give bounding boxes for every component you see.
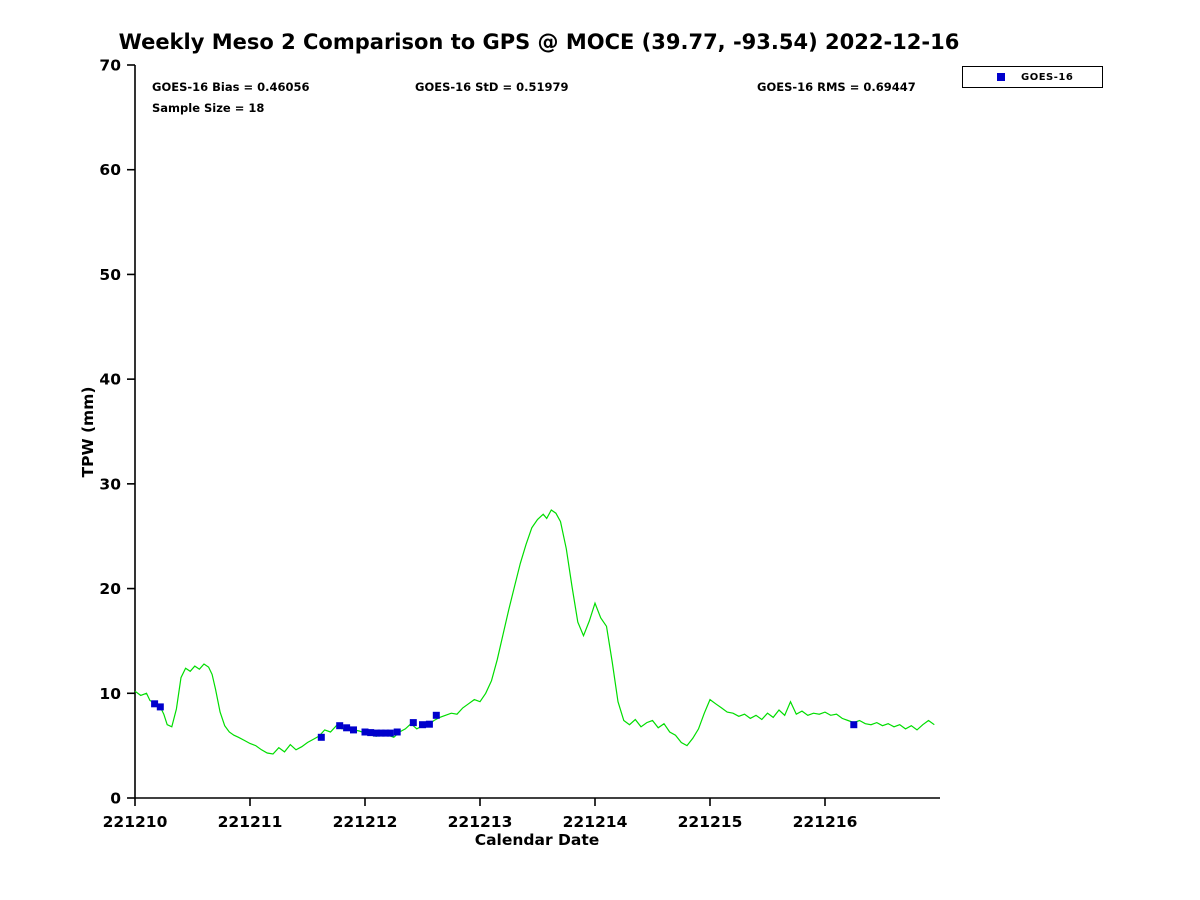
x-tick-label: 221216: [793, 813, 858, 831]
goes16-scatter-point: [350, 726, 357, 734]
legend: GOES-16: [962, 66, 1103, 88]
goes16-scatter-point: [343, 724, 351, 732]
goes16-scatter-point: [386, 729, 394, 737]
x-tick-label: 221213: [448, 813, 513, 831]
goes16-scatter-point: [419, 721, 426, 729]
goes16-scatter-point: [393, 728, 401, 736]
y-tick-label: 40: [99, 371, 121, 389]
y-tick-label: 0: [110, 790, 121, 808]
stat-rms: GOES-16 RMS = 0.69447: [757, 80, 916, 94]
y-tick-label: 70: [99, 57, 121, 75]
x-tick-label: 221210: [103, 813, 168, 831]
goes16-scatter-point: [373, 729, 380, 737]
goes16-scatter-point: [409, 719, 417, 727]
goes16-scatter-point: [367, 729, 375, 737]
stat-bias: GOES-16 Bias = 0.46056: [152, 80, 310, 94]
y-tick-label: 20: [99, 580, 121, 598]
goes16-scatter-point: [425, 720, 433, 728]
goes16-scatter-point: [382, 729, 390, 737]
stat-std: GOES-16 StD = 0.51979: [415, 80, 569, 94]
y-tick-label: 10: [99, 685, 121, 703]
legend-label-goes16: GOES-16: [1021, 71, 1074, 83]
goes16-scatter-point: [317, 733, 325, 741]
goes16-scatter-point: [336, 722, 344, 730]
legend-marker-goes16-icon: [997, 73, 1005, 81]
x-tick-label: 221212: [333, 813, 398, 831]
goes16-scatter-point: [850, 721, 858, 729]
x-axis-label: Calendar Date: [474, 831, 600, 849]
goes16-scatter-point: [156, 703, 164, 711]
chart-title: Weekly Meso 2 Comparison to GPS @ MOCE (…: [118, 30, 960, 54]
y-axis-label: TPW (mm): [79, 386, 97, 478]
goes16-scatter-point: [361, 728, 369, 736]
goes16-scatter-point: [377, 729, 385, 737]
goes16-scatter-point: [432, 711, 440, 719]
gps-line-series: [134, 509, 935, 755]
y-tick-label: 60: [99, 161, 121, 179]
x-tick-label: 221215: [678, 813, 743, 831]
stat-sample-size: Sample Size = 18: [152, 101, 265, 115]
y-tick-label: 30: [99, 475, 121, 493]
y-tick-label: 50: [99, 266, 121, 284]
x-tick-label: 221211: [218, 813, 283, 831]
goes16-scatter-point: [151, 700, 159, 708]
x-tick-label: 221214: [563, 813, 628, 831]
